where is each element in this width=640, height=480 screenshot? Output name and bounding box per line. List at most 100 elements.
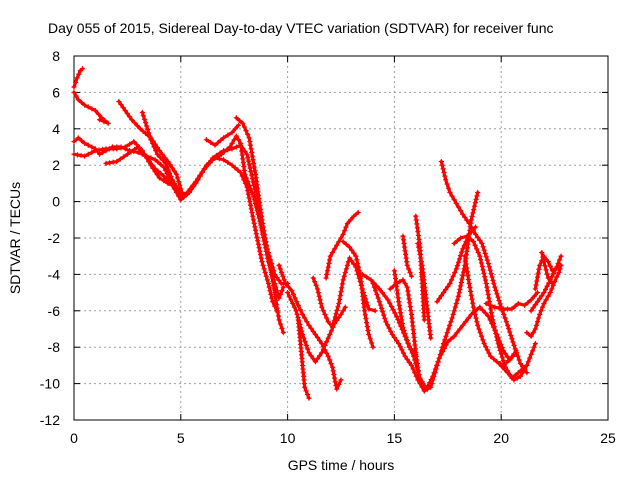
data-point <box>539 249 545 256</box>
data-point <box>463 261 469 267</box>
data-point <box>314 334 321 341</box>
data-point <box>496 360 502 367</box>
data-point <box>89 106 95 112</box>
data-point <box>542 263 548 269</box>
data-point <box>280 273 286 279</box>
data-point <box>260 262 266 268</box>
data-point <box>276 317 282 323</box>
data-point <box>541 259 547 265</box>
data-point <box>408 307 414 314</box>
data-point <box>322 311 328 318</box>
data-point <box>118 101 124 108</box>
data-point <box>122 144 128 150</box>
data-point <box>323 315 330 321</box>
data-point <box>131 120 138 126</box>
data-point <box>496 297 502 304</box>
data-point <box>118 145 124 151</box>
data-point <box>421 388 427 394</box>
data-point <box>371 284 377 290</box>
data-point <box>532 326 538 332</box>
data-point <box>491 356 497 362</box>
data-point <box>268 291 274 298</box>
data-point <box>320 308 326 314</box>
data-point <box>464 265 470 271</box>
data-point <box>459 249 465 255</box>
data-point <box>440 340 447 347</box>
data-point <box>323 339 330 345</box>
data-point <box>483 280 489 287</box>
data-point <box>396 299 402 305</box>
data-point <box>328 360 334 367</box>
data-point <box>105 120 111 126</box>
data-point <box>460 211 466 217</box>
data-point <box>122 108 128 114</box>
data-point <box>467 236 473 242</box>
data-point <box>97 117 103 123</box>
data-point <box>511 377 517 383</box>
data-point <box>490 277 496 283</box>
data-point <box>325 264 331 270</box>
data-point <box>134 123 140 129</box>
data-point <box>126 141 133 147</box>
data-point <box>517 373 524 379</box>
data-point <box>167 162 173 168</box>
data-point <box>437 351 443 358</box>
data-point <box>279 269 285 276</box>
data-point <box>545 275 551 281</box>
data-point <box>266 284 272 290</box>
data-point <box>225 159 231 166</box>
data-point <box>457 286 463 292</box>
data-point <box>460 322 466 328</box>
data-point <box>294 299 300 305</box>
data-point <box>343 266 349 272</box>
data-point <box>199 169 205 176</box>
data-point <box>480 244 486 250</box>
data-point <box>78 99 85 106</box>
data-point <box>308 325 314 331</box>
data-point <box>511 342 517 348</box>
data-point <box>299 311 306 318</box>
data-point <box>379 290 385 296</box>
data-point <box>217 150 223 156</box>
data-point <box>344 262 351 268</box>
data-point <box>539 304 546 310</box>
y-tick-label: 6 <box>52 84 60 100</box>
data-point <box>152 157 158 163</box>
data-point <box>543 297 549 303</box>
data-point <box>510 353 516 359</box>
data-point <box>163 160 169 166</box>
data-point <box>201 166 207 172</box>
data-point <box>522 366 528 372</box>
data-point <box>468 217 474 223</box>
data-point <box>460 246 466 252</box>
data-point <box>319 304 325 310</box>
data-point <box>276 277 282 284</box>
data-point <box>89 149 95 156</box>
data-point <box>240 145 246 151</box>
data-point <box>289 288 295 294</box>
data-point <box>338 377 344 383</box>
data-point <box>402 280 408 287</box>
data-point <box>173 171 180 177</box>
data-point <box>547 263 553 269</box>
series-line <box>72 90 110 125</box>
data-point <box>505 322 511 328</box>
data-point <box>114 146 120 152</box>
data-point <box>397 344 403 350</box>
data-point <box>365 303 371 309</box>
y-tick-label: -2 <box>48 230 61 246</box>
data-point <box>484 288 491 294</box>
data-point <box>476 326 482 332</box>
data-point <box>101 118 107 125</box>
data-point <box>161 173 167 179</box>
data-point <box>509 306 515 312</box>
data-point <box>252 227 259 233</box>
data-point <box>463 319 469 325</box>
data-point <box>482 310 489 316</box>
data-point <box>549 274 555 280</box>
data-point <box>384 322 391 328</box>
data-point <box>346 255 353 261</box>
data-point <box>247 138 253 145</box>
axis-ticks: 0 5 10 15 20 25 -12 -10 -8 -6 -4 -2 0 2 4 6 8 <box>40 48 616 446</box>
data-point <box>305 346 311 352</box>
